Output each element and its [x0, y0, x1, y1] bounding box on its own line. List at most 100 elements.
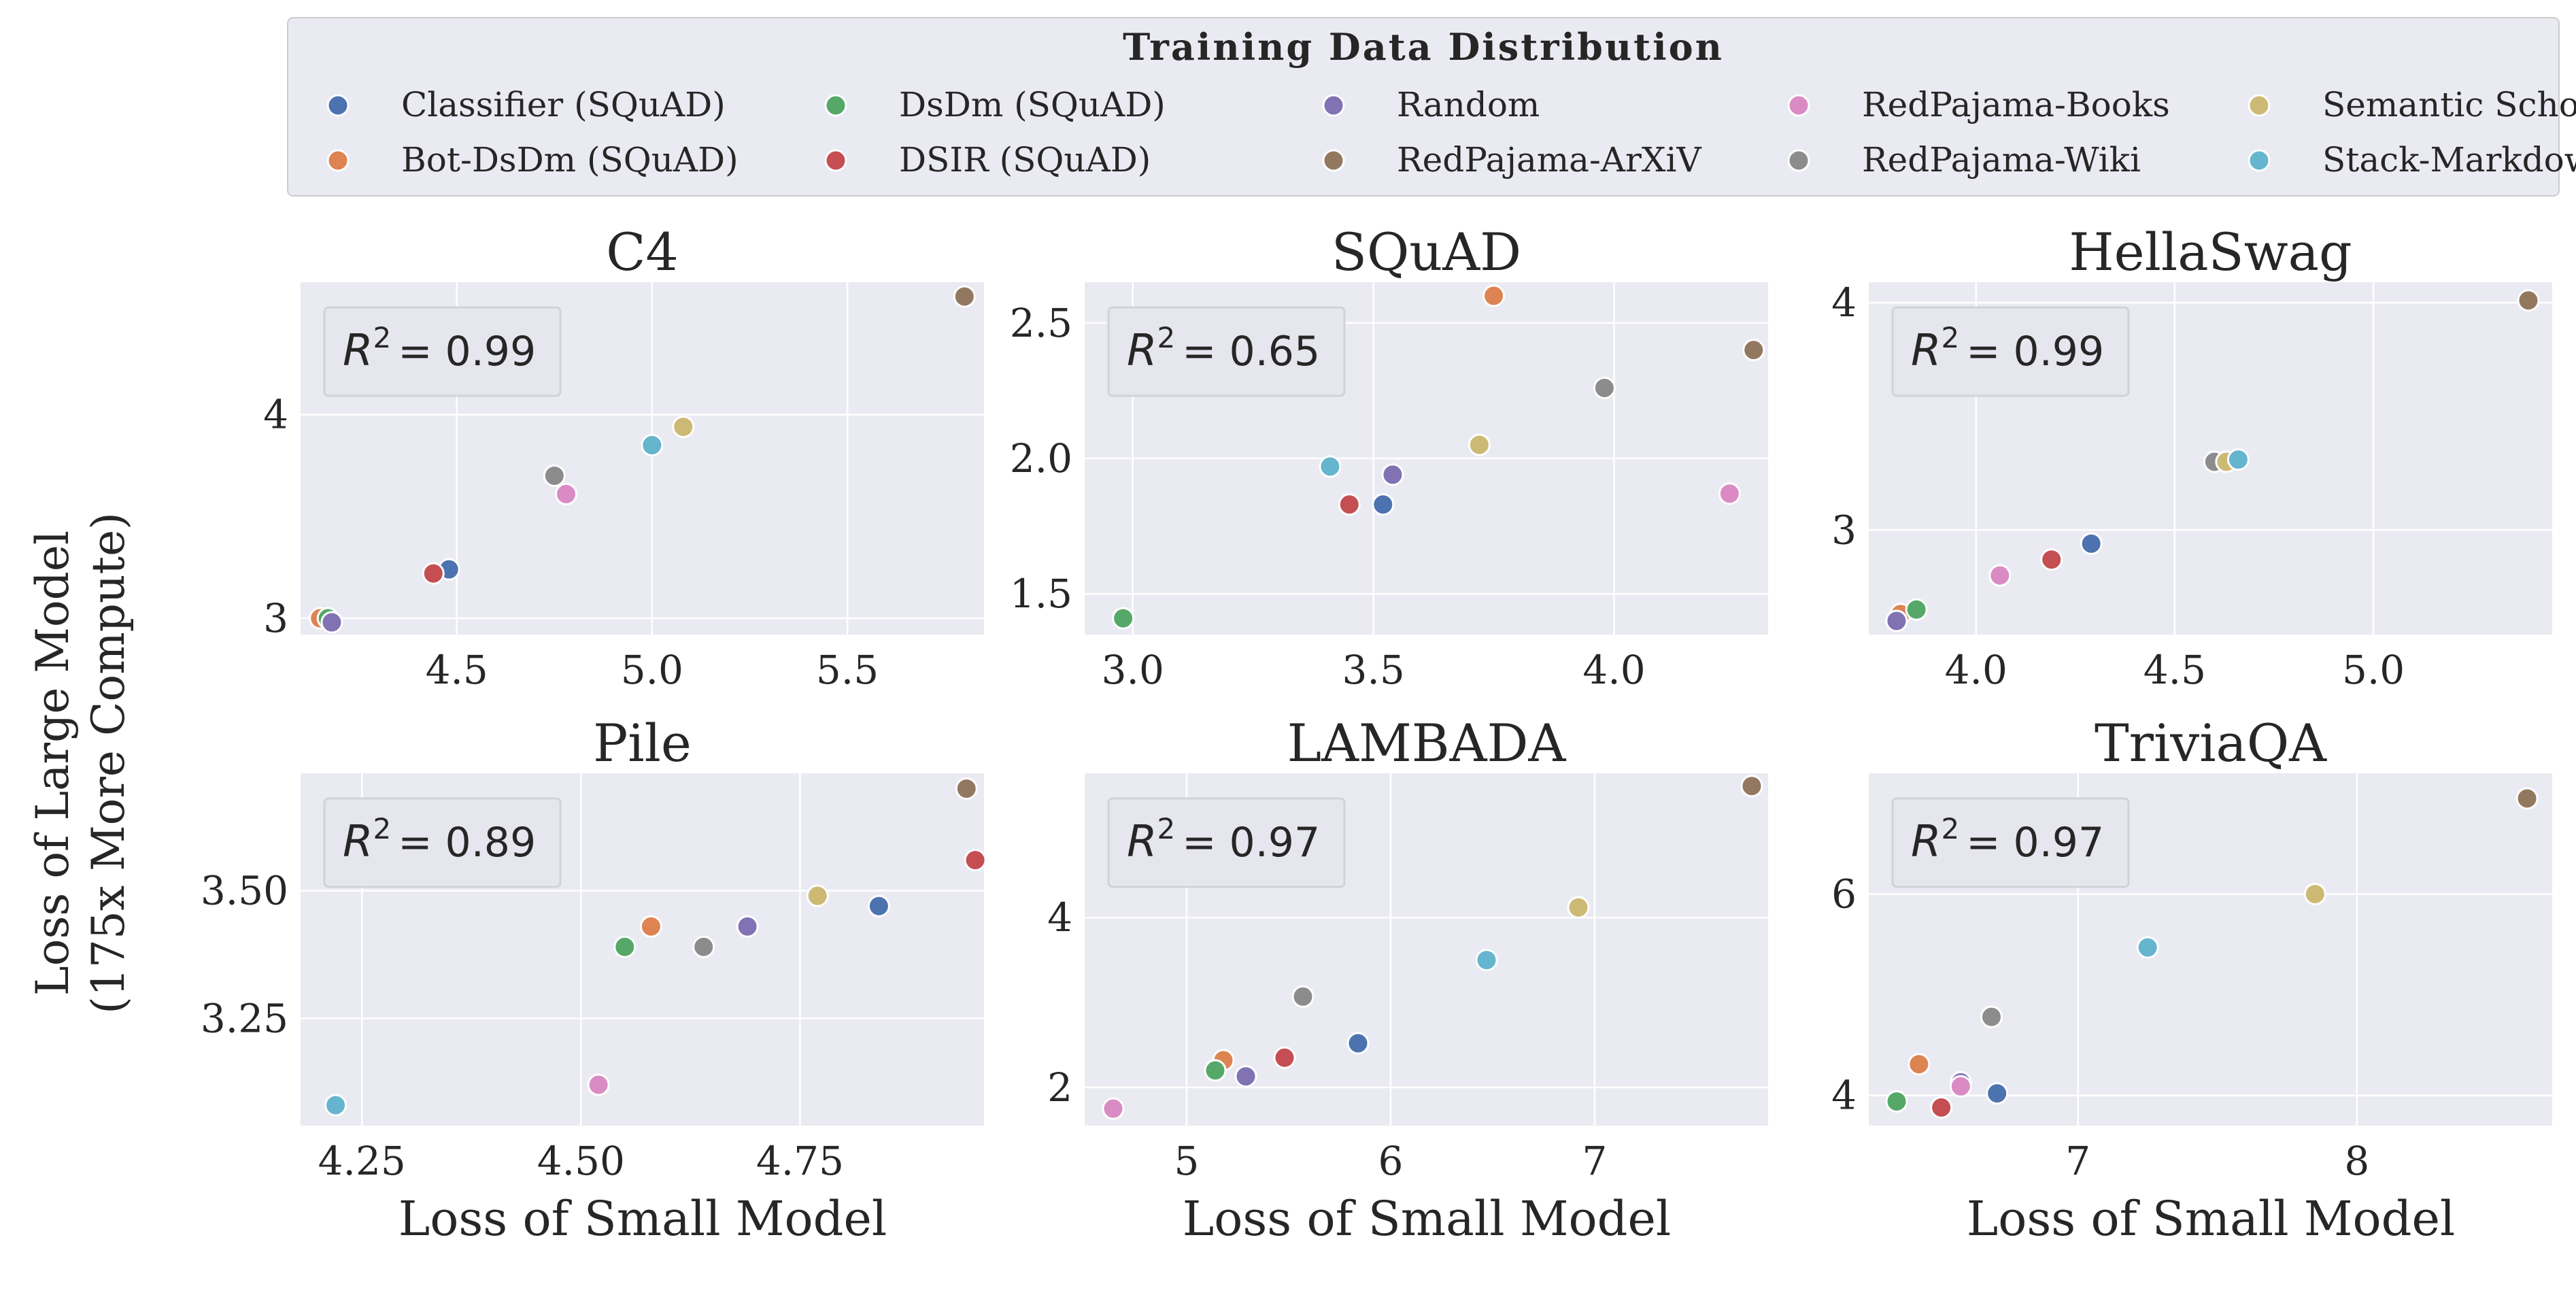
legend-item-dsdm-squad: DsDm (SQuAD): [824, 85, 1166, 124]
point-redpajama-arxiv: [1740, 775, 1763, 798]
point-dsir-squad: [1273, 1046, 1296, 1069]
x-tick-label: 5.0: [2342, 647, 2405, 693]
y-tick-label: 4: [263, 392, 288, 438]
r2-annotation: R2 = 0.65: [1107, 306, 1346, 397]
point-dsir-squad: [1338, 493, 1361, 516]
point-dsir-squad: [422, 562, 445, 585]
point-redpajama-books: [1102, 1097, 1125, 1120]
x-axis-label-middle: Loss of Small Model: [1183, 1191, 1672, 1247]
point-redpajama-wiki: [1291, 985, 1315, 1008]
panel-triviaqa: 7 8 4 6 TriviaQA R2 = 0.97: [1831, 713, 2552, 1184]
point-stack-markdown: [324, 1094, 348, 1117]
point-redpajama-arxiv: [1742, 339, 1765, 362]
legend-label-redpajama-wiki: RedPajama-Wiki: [1862, 140, 2141, 180]
point-classifier-squad: [867, 894, 890, 917]
legend-label-redpajama-books: RedPajama-Books: [1862, 85, 2170, 124]
point-random: [320, 611, 343, 634]
y-tick-label: 3: [263, 595, 288, 641]
y-tick-label: 1.5: [1010, 571, 1072, 617]
point-redpajama-wiki: [543, 464, 566, 487]
legend-label-stack-markdown: Stack-Markdown: [2322, 140, 2576, 180]
r2-label: R2 = 0.89: [343, 812, 536, 867]
panel-title: TriviaQA: [2095, 713, 2327, 773]
r2-label: R2 = 0.99: [343, 321, 536, 376]
x-tick-label: 7: [1582, 1138, 1608, 1184]
point-dsir-squad: [1930, 1096, 1953, 1119]
r2-annotation: R2 = 0.97: [1891, 797, 2130, 888]
legend-item-stack-markdown: Stack-Markdown: [2248, 140, 2576, 180]
r2-label: R2 = 0.97: [1911, 812, 2104, 867]
point-redpajama-arxiv: [955, 777, 978, 801]
point-dsdm-squad: [1885, 1090, 1908, 1113]
legend-item-random: Random: [1322, 85, 1540, 124]
x-tick-label: 4.0: [1945, 647, 2007, 693]
x-tick-label: 8: [2344, 1138, 2369, 1184]
point-bot-dsdm-squad: [1908, 1053, 1931, 1076]
y-axis-label-line2: (175x More Compute): [82, 512, 135, 1014]
point-semantic-scholar: [1567, 896, 1590, 919]
point-redpajama-wiki: [1980, 1005, 2003, 1028]
r2-label: R2 = 0.97: [1127, 812, 1320, 867]
point-semantic-scholar: [806, 884, 829, 907]
point-redpajama-arxiv: [2517, 289, 2540, 312]
point-redpajama-books: [1949, 1075, 1972, 1098]
panel-title: SQuAD: [1332, 222, 1521, 282]
panel-c4: 4.5 5.0 5.5 3 4 C4 R2 = 0.99: [263, 222, 984, 693]
y-tick-label: 4: [1831, 1073, 1857, 1119]
legend-marker-redpajama-wiki: [1787, 149, 1810, 172]
point-semantic-scholar: [672, 416, 695, 439]
x-axis-label-right: Loss of Small Model: [1967, 1191, 2456, 1247]
point-redpajama-books: [587, 1073, 610, 1096]
point-dsdm-squad: [613, 935, 637, 958]
x-axis-label-left: Loss of Small Model: [399, 1191, 887, 1247]
r2-label: R2 = 0.99: [1911, 321, 2104, 376]
legend-label-bot-dsdm-squad: Bot-DsDm (SQuAD): [401, 140, 739, 180]
legend-label-semantic-scholar: Semantic Scholar: [2322, 85, 2576, 124]
legend: Training Data Distribution Classifier (S…: [287, 17, 2576, 197]
x-tick-label: 3.0: [1102, 647, 1164, 693]
r2-annotation: R2 = 0.89: [323, 797, 562, 888]
legend-item-redpajama-arxiv: RedPajama-ArXiV: [1322, 140, 1701, 180]
point-random: [1885, 609, 1908, 633]
y-tick-label: 3: [1831, 507, 1857, 553]
point-stack-markdown: [2226, 448, 2250, 471]
x-tick-label: 7: [2065, 1138, 2090, 1184]
legend-item-classifier-squad: Classifier (SQuAD): [326, 85, 726, 124]
panel-title: Pile: [593, 713, 692, 773]
y-tick-label: 3.25: [201, 995, 288, 1041]
r2-annotation: R2 = 0.99: [1891, 306, 2130, 397]
legend-marker-dsir-squad: [824, 149, 847, 172]
y-tick-label: 2.5: [1010, 300, 1072, 346]
point-bot-dsdm-squad: [1482, 284, 1506, 307]
panel-lambada: 5 6 7 2 4 LAMBADA R2 = 0.97: [1047, 713, 1768, 1184]
r2-box: [1107, 306, 1346, 397]
point-random: [1234, 1065, 1257, 1088]
r2-box: [323, 797, 562, 888]
x-tick-label: 4.50: [537, 1138, 625, 1184]
x-tick-label: 6: [1378, 1138, 1404, 1184]
legend-item-dsir-squad: DSIR (SQuAD): [824, 140, 1151, 180]
legend-marker-redpajama-arxiv: [1322, 149, 1345, 172]
x-tick-label: 5: [1174, 1138, 1200, 1184]
x-tick-label: 4.5: [426, 647, 488, 693]
legend-marker-dsdm-squad: [824, 94, 847, 117]
panel-title: C4: [606, 222, 679, 282]
panel-hellaswag: 4.0 4.5 5.0 3 4 HellaSwag R2 = 0.99: [1831, 222, 2552, 693]
x-tick-label: 4.5: [2143, 647, 2206, 693]
legend-marker-redpajama-books: [1787, 94, 1810, 117]
point-redpajama-wiki: [1593, 376, 1616, 399]
y-axis-label-line1: Loss of Large Model: [27, 530, 79, 996]
legend-marker-stack-markdown: [2248, 149, 2271, 172]
legend-marker-semantic-scholar: [2248, 94, 2271, 117]
legend-marker-bot-dsdm-squad: [326, 149, 350, 172]
y-axis-label: Loss of Large Model (175x More Compute): [27, 512, 135, 1014]
point-random: [736, 915, 759, 938]
point-dsdm-squad: [1112, 607, 1135, 630]
point-redpajama-books: [1718, 482, 1741, 505]
r2-box: [1891, 306, 2130, 397]
legend-marker-classifier-squad: [326, 94, 350, 117]
y-tick-label: 3.50: [201, 868, 288, 914]
x-tick-label: 3.5: [1342, 647, 1405, 693]
